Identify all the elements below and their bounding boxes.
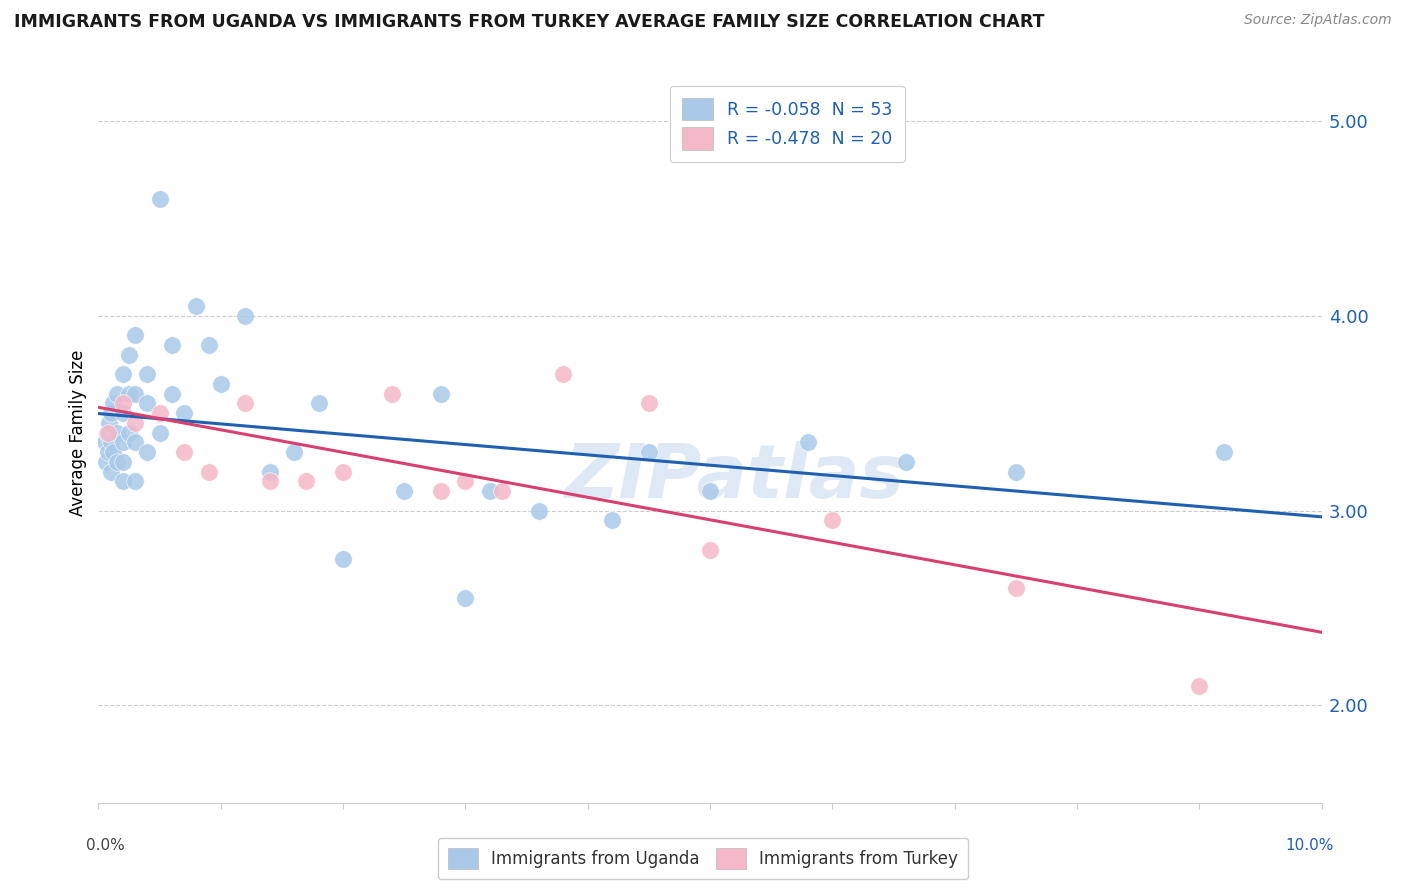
Point [186,299,208,313]
Point [98,416,121,430]
Point [118,425,141,440]
Point [105,386,128,401]
Point [101,445,124,459]
Point [454,475,477,489]
Point [97,425,120,440]
Point [1004,582,1026,596]
Point [1212,445,1234,459]
Point [136,445,159,459]
Point [124,416,146,430]
Text: 10.0%: 10.0% [1285,838,1334,853]
Point [894,455,917,469]
Point [392,484,416,499]
Point [111,435,134,450]
Point [118,386,141,401]
Point [553,367,575,381]
Point [97,445,120,459]
Point [173,406,195,420]
Legend: Immigrants from Uganda, Immigrants from Turkey: Immigrants from Uganda, Immigrants from … [437,838,969,880]
Point [283,445,305,459]
Point [100,406,122,420]
Point [100,435,122,450]
Point [233,309,256,323]
Point [491,484,513,499]
Point [160,386,183,401]
Point [295,475,318,489]
Point [308,396,330,410]
Point [149,425,172,440]
Point [124,386,146,401]
Point [124,435,146,450]
Legend: R = -0.058  N = 53, R = -0.478  N = 20: R = -0.058 N = 53, R = -0.478 N = 20 [669,86,904,161]
Point [430,484,453,499]
Point [96,425,118,440]
Text: Source: ZipAtlas.com: Source: ZipAtlas.com [1244,13,1392,28]
Point [118,348,141,362]
Point [1004,465,1026,479]
Point [94,455,117,469]
Point [430,386,453,401]
Point [454,591,477,606]
Point [101,396,124,410]
Point [173,445,195,459]
Point [478,484,501,499]
Point [600,513,623,527]
Point [93,435,115,450]
Point [209,376,232,391]
Point [821,513,844,527]
Point [699,484,721,499]
Point [259,475,281,489]
Point [381,386,404,401]
Point [111,475,134,489]
Text: ZIPatlas: ZIPatlas [564,441,904,514]
Point [111,406,134,420]
Point [149,192,172,206]
Point [124,328,146,343]
Point [637,445,661,459]
Point [111,396,134,410]
Point [124,475,146,489]
Point [527,503,550,517]
Point [797,435,820,450]
Point [699,542,721,557]
Point [197,465,219,479]
Point [332,465,354,479]
Y-axis label: Average Family Size: Average Family Size [69,350,87,516]
Point [233,396,256,410]
Point [332,552,354,566]
Text: IMMIGRANTS FROM UGANDA VS IMMIGRANTS FROM TURKEY AVERAGE FAMILY SIZE CORRELATION: IMMIGRANTS FROM UGANDA VS IMMIGRANTS FRO… [14,13,1045,31]
Point [111,455,134,469]
Point [637,396,661,410]
Point [105,425,128,440]
Point [100,465,122,479]
Point [111,367,134,381]
Point [136,367,159,381]
Point [105,455,128,469]
Point [197,338,219,352]
Text: 0.0%: 0.0% [86,838,125,853]
Point [149,406,172,420]
Point [160,338,183,352]
Point [136,396,159,410]
Point [1188,679,1211,693]
Point [259,465,281,479]
